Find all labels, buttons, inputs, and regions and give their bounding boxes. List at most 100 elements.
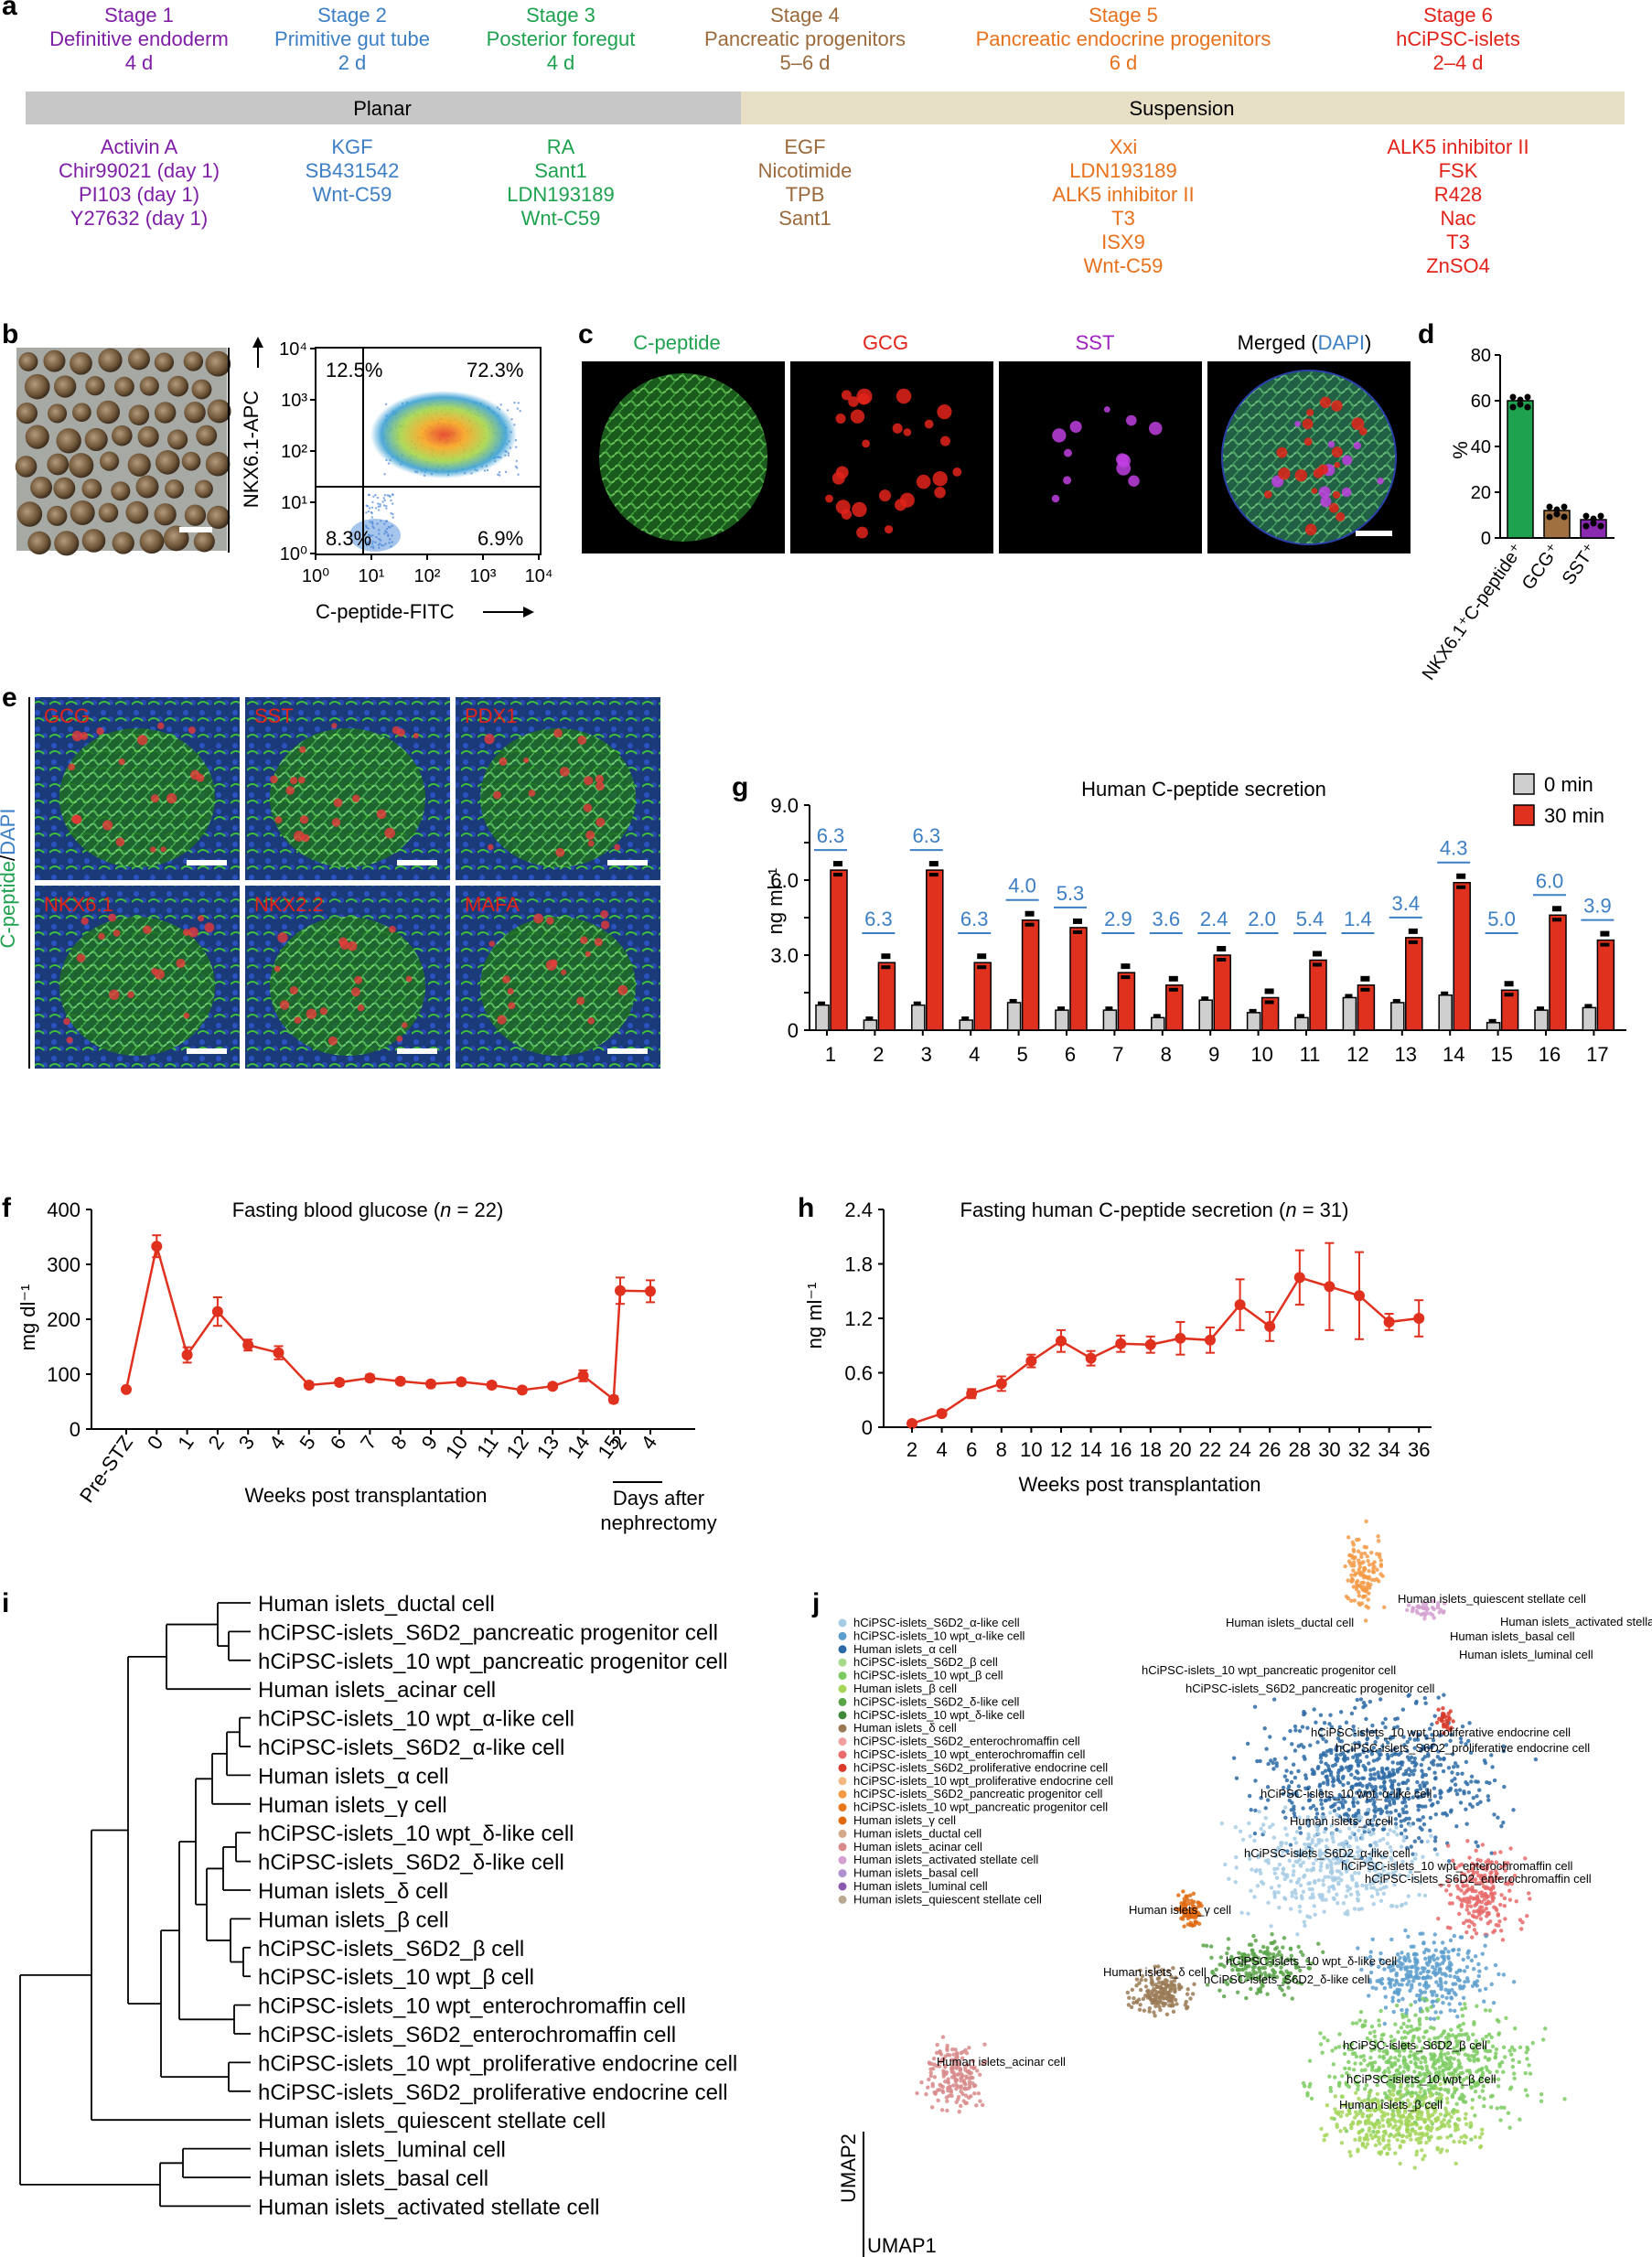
umap-cluster-label: hCiPSC-islets_S6D2_α-like cell: [1244, 1846, 1411, 1860]
umap-cluster-label: hCiPSC-islets_S6D2_proliferative endocri…: [1336, 1741, 1590, 1755]
dendrogram-leaf: Human islets_α cell: [258, 1764, 449, 1789]
d-category-label: NKX6.1⁺C-peptide⁺: [1419, 540, 1528, 683]
panel-e: e C-peptide/DAPI GCG SST PDX1 NKX6.1 NKX2.2 M…: [0, 682, 660, 1069]
h-point: [906, 1418, 917, 1430]
stage-1-header-line-3: 4 d: [125, 51, 154, 74]
g-bar-0min: [1534, 1009, 1549, 1031]
g-bar-30min: [1549, 914, 1567, 1031]
g-x-tick: 13: [1395, 1043, 1417, 1066]
umap-legend-label: Human islets_luminal cell: [853, 1879, 988, 1893]
flow-x-tick: 10²: [414, 566, 441, 586]
dendrogram-leaf: Human islets_activated stellate cell: [258, 2195, 600, 2219]
umap-legend-label: Human islets_γ cell: [853, 1813, 956, 1827]
stage-6-factor: R428: [1434, 183, 1483, 206]
h-y-tick: 1.8: [844, 1253, 873, 1276]
stage-5-factor: LDN193189: [1069, 159, 1176, 182]
e-side-label: C-peptide/DAPI: [0, 809, 19, 949]
g-ratio-label: 3.6: [1153, 908, 1181, 930]
umap-legend-label: hCiPSC-islets_S6D2_δ-like cell: [853, 1694, 1019, 1708]
umap-cluster-label: Human islets_δ cell: [1103, 1965, 1207, 1979]
g-x-tick: 17: [1586, 1043, 1608, 1066]
stage-4-factor: TPB: [786, 183, 825, 206]
dendrogram-leaf: Human islets_quiescent stellate cell: [258, 2109, 606, 2133]
dendrogram-leaf: Human islets_luminal cell: [258, 2138, 506, 2163]
f-point: [394, 1375, 406, 1387]
g-bar-30min: [1357, 984, 1376, 1031]
h-x-tick: 18: [1140, 1438, 1162, 1461]
h-line: [911, 1275, 1420, 1425]
g-x-tick: 2: [873, 1043, 884, 1066]
g-bar-30min: [1596, 939, 1615, 1031]
dendrogram-leaf: Human islets_δ cell: [258, 1879, 448, 1904]
flow-x-tick: 10⁰: [302, 566, 329, 586]
dendrogram-leaf: Human islets_γ cell: [258, 1793, 447, 1818]
stage-1-factor: Y27632 (day 1): [70, 207, 208, 230]
e-tile-sst: SST: [245, 697, 450, 880]
f-x-tick: 9: [417, 1432, 443, 1454]
umap-legend-label: hCiPSC-islets_10 wpt_β cell: [853, 1669, 1003, 1682]
stage-5-factor: ISX9: [1101, 231, 1145, 253]
f-x-tick: 2: [203, 1432, 229, 1454]
h-x-tick: 6: [966, 1438, 977, 1461]
stage-4-header-line-1: Stage 4: [770, 4, 840, 27]
stage-6-factor: Nac: [1440, 207, 1475, 230]
g-ratio-label: 1.4: [1344, 908, 1372, 930]
scale-bar: [607, 1048, 648, 1054]
h-point: [1025, 1355, 1037, 1367]
umap-legend-swatch: [838, 1777, 847, 1786]
scale-bar: [397, 1048, 437, 1054]
g-bar-0min: [1486, 1022, 1501, 1031]
g-x-tick: 8: [1161, 1043, 1172, 1066]
panel-label-d: d: [1418, 319, 1434, 349]
umap-cluster-label: hCiPSC-islets_10 wpt_proliferative endoc…: [1311, 1725, 1571, 1739]
quadrant-upper-right: 72.3%: [467, 359, 523, 382]
spheroid-micrograph: [15, 348, 231, 556]
g-bar-30min: [830, 869, 848, 1031]
g-x-tick: 14: [1443, 1043, 1464, 1066]
g-ratio-label: 6.3: [817, 824, 845, 847]
d-y-tick: 60: [1471, 392, 1491, 412]
umap-legend-swatch: [838, 1737, 847, 1746]
g-x-tick: 10: [1250, 1043, 1272, 1066]
c-image-gcg: [790, 361, 993, 554]
legend-0min: 0 min: [1544, 773, 1593, 796]
umap-legend-swatch: [838, 1724, 847, 1733]
umap-legend-label: Human islets_basal cell: [853, 1866, 979, 1880]
panel-label-b: b: [2, 319, 18, 349]
stage-6-factor: ZnSO4: [1426, 254, 1490, 277]
f-point: [211, 1306, 223, 1317]
umap-legend-swatch: [838, 1618, 847, 1628]
g-bar-30min: [1500, 989, 1519, 1031]
e-tile-nkx22: NKX2.2: [245, 886, 450, 1069]
dendrogram-leaf: Human islets_basal cell: [258, 2166, 488, 2191]
umap-cluster-label: Human islets_γ cell: [1129, 1903, 1231, 1917]
h-x-tick: 16: [1110, 1438, 1132, 1461]
stage-4-factor: EGF: [784, 135, 825, 158]
f-point: [121, 1383, 132, 1395]
g-x-tick: 12: [1346, 1043, 1368, 1066]
legend-30min: 30 min: [1544, 804, 1604, 827]
f-x-tick: 7: [356, 1432, 381, 1454]
g-ratio-label: 4.0: [1008, 875, 1036, 897]
umap-legend-label: hCiPSC-islets_10 wpt_proliferative endoc…: [853, 1774, 1113, 1788]
h-x-tick: 30: [1318, 1438, 1340, 1461]
g-bar-0min: [815, 1004, 830, 1031]
g-x-tick: 1: [825, 1043, 836, 1066]
umap-legend-label: Human islets_α cell: [853, 1642, 957, 1656]
g-x-tick: 16: [1539, 1043, 1561, 1066]
h-y-tick: 1.2: [844, 1307, 873, 1330]
g-ratio-label: 4.3: [1440, 837, 1468, 860]
h-x-tick: 4: [936, 1438, 947, 1461]
g-title: Human C-peptide secretion: [1081, 778, 1326, 801]
flow-y-tick: 10³: [281, 391, 307, 411]
f-x-tick: 12: [501, 1432, 533, 1463]
panel-j: j hCiPSC-islets_S6D2_α-like cellhCiPSC-i…: [811, 1519, 1652, 2257]
suspension-label: Suspension: [1130, 97, 1235, 120]
scale-bar: [187, 860, 227, 865]
suspension-bar: [741, 91, 1625, 124]
f-x-tick: 8: [386, 1432, 412, 1454]
h-x-tick: 32: [1348, 1438, 1370, 1461]
dendrogram-leaf: hCiPSC-islets_S6D2_pancreatic progenitor…: [258, 1620, 718, 1645]
c-title-merged: Merged (DAPI): [1238, 331, 1372, 354]
panel-g: g Human C-peptide secretion ng ml⁻¹ 0 mi…: [732, 772, 1626, 1066]
